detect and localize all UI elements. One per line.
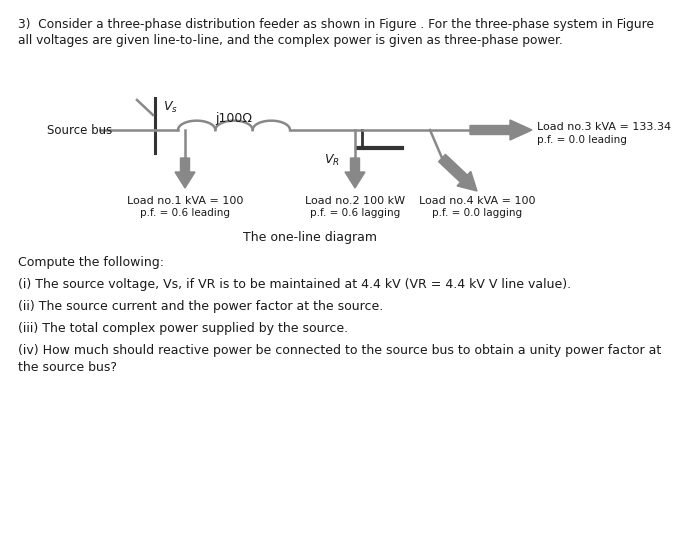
Text: p.f. = 0.0 lagging: p.f. = 0.0 lagging bbox=[432, 208, 522, 218]
Text: (i) The source voltage, Vs, if VR is to be maintained at 4.4 kV (VR = 4.4 kV V l: (i) The source voltage, Vs, if VR is to … bbox=[18, 278, 571, 291]
Polygon shape bbox=[470, 120, 532, 140]
Text: (iv) How much should reactive power be connected to the source bus to obtain a u: (iv) How much should reactive power be c… bbox=[18, 344, 662, 357]
Text: Load no.3 kVA = 133.34: Load no.3 kVA = 133.34 bbox=[537, 122, 671, 132]
Text: $V_s$: $V_s$ bbox=[163, 100, 178, 115]
Text: 3)  Consider a three-phase distribution feeder as shown in Figure . For the thre: 3) Consider a three-phase distribution f… bbox=[18, 18, 654, 31]
Text: The one-line diagram: The one-line diagram bbox=[243, 231, 377, 244]
Text: j100Ω: j100Ω bbox=[216, 112, 253, 125]
Text: (ii) The source current and the power factor at the source.: (ii) The source current and the power fa… bbox=[18, 300, 384, 313]
Text: p.f. = 0.6 lagging: p.f. = 0.6 lagging bbox=[310, 208, 400, 218]
Text: Load no.1 kVA = 100: Load no.1 kVA = 100 bbox=[127, 196, 243, 206]
Text: all voltages are given line-to-line, and the complex power is given as three-pha: all voltages are given line-to-line, and… bbox=[18, 34, 563, 47]
Text: Load no.2 100 kW: Load no.2 100 kW bbox=[305, 196, 405, 206]
Text: p.f. = 0.0 leading: p.f. = 0.0 leading bbox=[537, 135, 627, 145]
Text: $V_R$: $V_R$ bbox=[324, 153, 340, 168]
Text: Compute the following:: Compute the following: bbox=[18, 256, 164, 269]
Text: the source bus?: the source bus? bbox=[18, 361, 117, 374]
Polygon shape bbox=[345, 158, 365, 188]
Text: Source bus: Source bus bbox=[48, 123, 113, 137]
Text: Load no.4 kVA = 100: Load no.4 kVA = 100 bbox=[419, 196, 536, 206]
Text: (iii) The total complex power supplied by the source.: (iii) The total complex power supplied b… bbox=[18, 322, 348, 335]
Polygon shape bbox=[439, 155, 477, 191]
Text: p.f. = 0.6 leading: p.f. = 0.6 leading bbox=[140, 208, 230, 218]
Polygon shape bbox=[175, 158, 195, 188]
